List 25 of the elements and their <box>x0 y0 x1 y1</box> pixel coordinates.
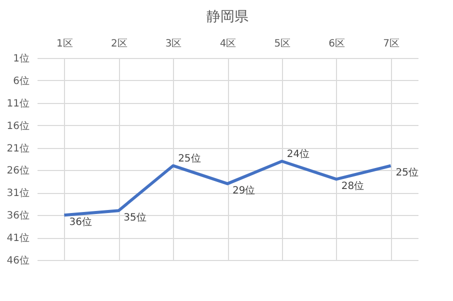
y-tick-label: 21位 <box>6 142 30 154</box>
data-label: 24位 <box>286 148 310 160</box>
y-tick-label: 11位 <box>6 97 30 110</box>
x-tick-label: 4区 <box>220 38 236 50</box>
data-label: 29位 <box>232 184 256 197</box>
y-tick-label: 16位 <box>6 120 30 132</box>
data-label: 25位 <box>178 152 201 165</box>
x-tick-label: 5区 <box>274 38 291 50</box>
data-label: 36位 <box>69 216 92 228</box>
data-label: 28位 <box>341 180 364 192</box>
x-tick-label: 6区 <box>328 38 346 50</box>
x-tick-label: 3区 <box>165 38 182 50</box>
y-tick-label: 36位 <box>6 210 30 222</box>
y-tick-label: 31位 <box>6 187 30 200</box>
y-tick-label: 6位 <box>13 74 30 87</box>
x-tick-label: 7区 <box>383 38 400 50</box>
y-tick-label: 1位 <box>13 52 30 64</box>
data-label: 25位 <box>396 166 419 179</box>
y-tick-label: 46位 <box>6 254 30 266</box>
chart-title: 静岡県 <box>206 9 248 25</box>
x-tick-label: 2区 <box>110 38 128 50</box>
y-tick-label: 26位 <box>6 164 30 177</box>
x-tick-label: 1区 <box>56 38 73 50</box>
y-tick-label: 41位 <box>6 232 30 244</box>
data-label: 35位 <box>124 212 146 224</box>
